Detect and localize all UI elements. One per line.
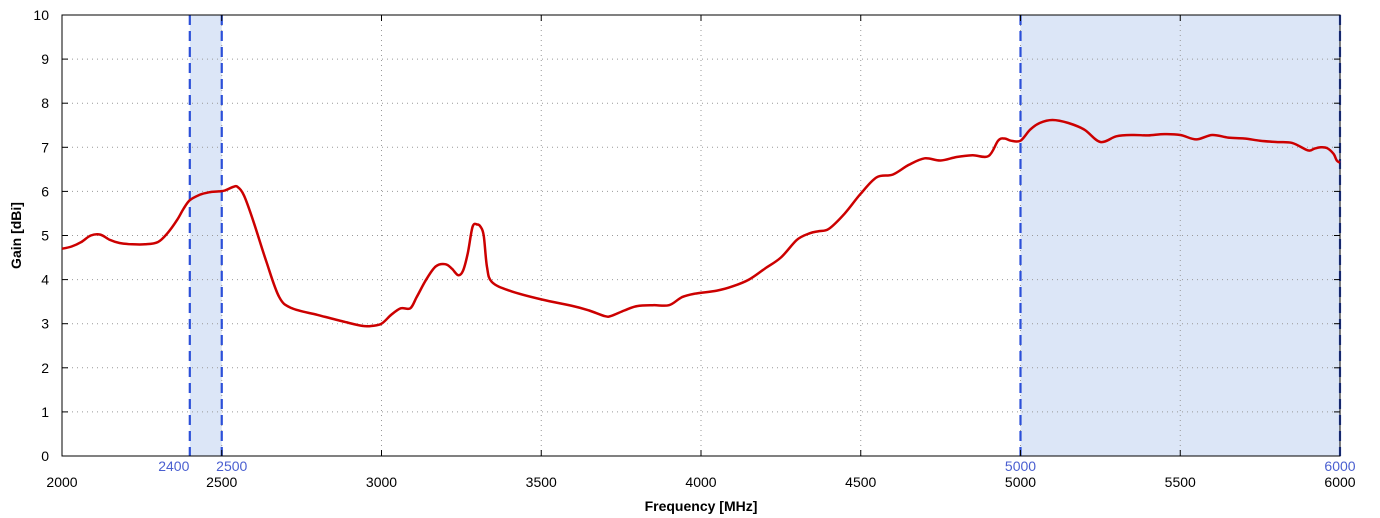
band-start-label: 5000 bbox=[1005, 458, 1036, 474]
x-tick-label: 4000 bbox=[685, 474, 716, 490]
y-tick-label: 4 bbox=[41, 272, 49, 288]
band-end-label: 6000 bbox=[1324, 458, 1355, 474]
axis-ticks bbox=[61, 14, 1341, 457]
grid-lines bbox=[62, 15, 1340, 456]
band-end-label: 2500 bbox=[216, 458, 247, 474]
y-tick-label: 9 bbox=[41, 51, 49, 67]
gain-series-line bbox=[61, 118, 1341, 328]
band-labels: 2400 2500 5000 6000 bbox=[158, 458, 1356, 474]
series-group bbox=[61, 118, 1341, 328]
x-tick-label: 4500 bbox=[845, 474, 876, 490]
y-tick-label: 8 bbox=[41, 95, 49, 111]
y-tick-label: 0 bbox=[41, 448, 49, 464]
y-tick-label: 1 bbox=[41, 404, 49, 420]
x-tick-label: 5000 bbox=[1005, 474, 1036, 490]
x-tick-label: 3500 bbox=[526, 474, 557, 490]
x-tick-label: 3000 bbox=[366, 474, 397, 490]
band-region bbox=[189, 15, 222, 456]
x-axis-title: Frequency [MHz] bbox=[645, 498, 758, 514]
y-axis-title: Gain [dBi] bbox=[8, 202, 24, 269]
y-tick-label: 7 bbox=[41, 139, 49, 155]
y-tick-label: 6 bbox=[41, 183, 49, 199]
x-tick-label: 2000 bbox=[46, 474, 77, 490]
y-tick-label: 2 bbox=[41, 360, 49, 376]
y-tick-label: 3 bbox=[41, 316, 49, 332]
x-tick-label: 6000 bbox=[1324, 474, 1355, 490]
x-tick-label: 5500 bbox=[1165, 474, 1196, 490]
tick-labels: 2000 2500 3000 3500 4000 4500 5000 5500 6000 0 1 2 3… bbox=[33, 7, 1355, 490]
x-tick-label: 2500 bbox=[206, 474, 237, 490]
y-tick-label: 5 bbox=[41, 228, 49, 244]
band-start-label: 2400 bbox=[158, 458, 189, 474]
y-tick-label: 10 bbox=[33, 7, 49, 23]
